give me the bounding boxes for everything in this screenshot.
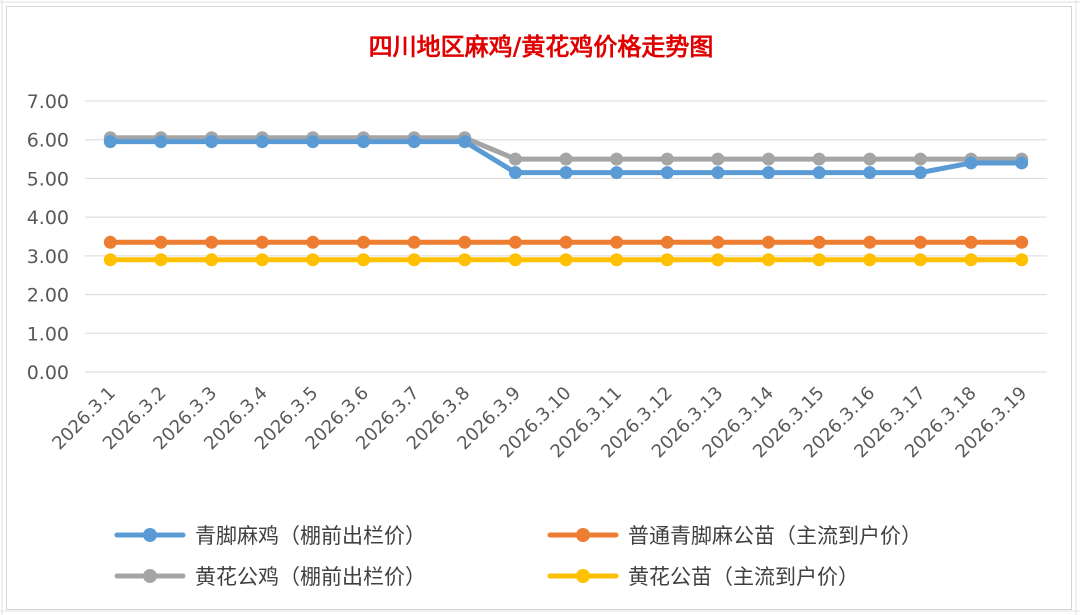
data-point — [762, 253, 776, 267]
legend-marker — [576, 528, 590, 542]
data-point — [660, 166, 674, 180]
data-point — [103, 235, 117, 249]
legend-marker — [143, 528, 157, 542]
legend-marker — [143, 569, 157, 583]
data-point — [205, 253, 219, 267]
y-tick-label: 6.00 — [27, 130, 69, 152]
legend: 青脚麻鸡（棚前出栏价） 普通青脚麻公苗（主流到户价） 黄花公鸡（棚前出栏价） 黄花公苗… — [114, 524, 922, 589]
data-point — [913, 253, 927, 267]
legend-label: 黄花公苗（主流到户价） — [628, 565, 859, 589]
data-point — [812, 152, 826, 166]
data-point — [711, 253, 725, 267]
data-point — [610, 152, 624, 166]
y-tick-label: 2.00 — [27, 285, 69, 307]
data-point — [762, 235, 776, 249]
data-point — [913, 235, 927, 249]
data-point — [559, 235, 573, 249]
data-point — [508, 166, 522, 180]
data-point — [863, 166, 877, 180]
series-layer — [103, 131, 1029, 267]
data-point — [508, 152, 522, 166]
data-point — [508, 235, 522, 249]
data-point — [762, 166, 776, 180]
y-tick-label: 4.00 — [27, 207, 69, 229]
data-point — [103, 135, 117, 149]
data-point — [610, 166, 624, 180]
data-point — [559, 166, 573, 180]
data-point — [154, 135, 168, 149]
data-point — [812, 235, 826, 249]
data-point — [559, 253, 573, 267]
data-point — [964, 235, 978, 249]
data-point — [255, 253, 269, 267]
data-point — [863, 152, 877, 166]
data-point — [306, 135, 320, 149]
data-point — [559, 152, 573, 166]
data-point — [154, 253, 168, 267]
data-point — [458, 253, 472, 267]
data-point — [812, 166, 826, 180]
y-tick-label: 7.00 — [27, 91, 69, 113]
data-point — [205, 235, 219, 249]
y-tick-label: 5.00 — [27, 168, 69, 190]
data-point — [1015, 156, 1029, 170]
data-point — [660, 235, 674, 249]
data-point — [610, 253, 624, 267]
data-point — [711, 166, 725, 180]
chart-title: 四川地区麻鸡/黄花鸡价格走势图 — [369, 32, 714, 61]
data-point — [407, 235, 421, 249]
data-point — [306, 235, 320, 249]
legend-label: 黄花公鸡（棚前出栏价） — [195, 565, 426, 589]
data-point — [711, 152, 725, 166]
x-axis: 2026.3.12026.3.22026.3.32026.3.42026.3.5… — [48, 383, 1031, 463]
chart-area[interactable]: 四川地区麻鸡/黄花鸡价格走势图 0.00 1.00 2.00 3.00 4.00 5.00… — [6, 6, 1072, 610]
y-tick-label: 0.00 — [27, 362, 69, 384]
data-point — [458, 235, 472, 249]
line-chart: 四川地区麻鸡/黄花鸡价格走势图 0.00 1.00 2.00 3.00 4.00 5.00… — [27, 32, 1047, 589]
data-point — [964, 253, 978, 267]
legend-label: 青脚麻鸡（棚前出栏价） — [195, 524, 426, 548]
data-point — [306, 253, 320, 267]
data-point — [103, 253, 117, 267]
data-point — [863, 235, 877, 249]
y-tick-label: 1.00 — [27, 323, 69, 345]
data-point — [407, 253, 421, 267]
data-point — [1015, 235, 1029, 249]
data-point — [356, 135, 370, 149]
data-point — [660, 253, 674, 267]
data-point — [610, 235, 624, 249]
data-point — [711, 235, 725, 249]
data-point — [660, 152, 674, 166]
data-point — [458, 135, 472, 149]
data-point — [407, 135, 421, 149]
data-point — [1015, 253, 1029, 267]
data-point — [508, 253, 522, 267]
legend-marker — [576, 569, 590, 583]
data-point — [964, 156, 978, 170]
y-axis: 0.00 1.00 2.00 3.00 4.00 5.00 6.00 7.00 — [27, 91, 69, 384]
data-point — [913, 166, 927, 180]
data-point — [255, 235, 269, 249]
data-point — [255, 135, 269, 149]
legend-label: 普通青脚麻公苗（主流到户价） — [628, 524, 922, 548]
data-point — [913, 152, 927, 166]
data-point — [154, 235, 168, 249]
y-tick-label: 3.00 — [27, 246, 69, 268]
data-point — [356, 235, 370, 249]
data-point — [762, 152, 776, 166]
data-point — [812, 253, 826, 267]
data-point — [356, 253, 370, 267]
data-point — [863, 253, 877, 267]
data-point — [205, 135, 219, 149]
